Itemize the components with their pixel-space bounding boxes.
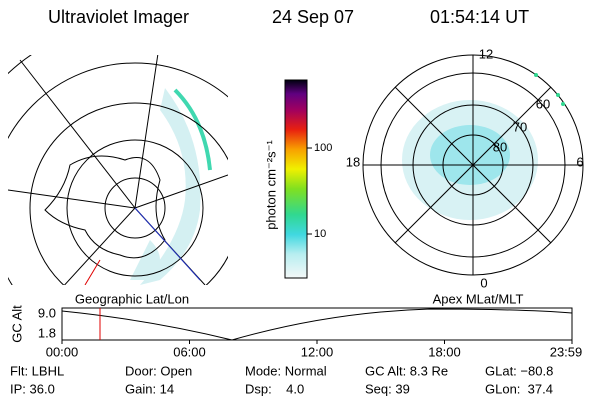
mlt-label: 6 [576,154,583,169]
altitude-plot [61,307,573,341]
x-tick-label: 00:00 [46,344,79,359]
info-field: Seq: 39 [365,381,410,396]
info-field: Flt: LBHL [10,363,64,378]
x-tick-label: 18:00 [428,344,461,359]
y-tick-label: 9.0 [38,305,56,320]
panel-label: Geographic Lat/Lon [75,291,189,306]
instrument: Ultraviolet Imager [48,7,189,27]
colorbar-label: photon cm⁻²s⁻¹ [263,140,278,230]
mlat-label: 70 [513,119,527,134]
info-field: Dsp: 4.0 [245,381,304,396]
info-field: Door: Open [125,363,192,378]
mlt-label: 0 [480,275,487,290]
mlt-label: 12 [479,46,493,61]
altitude-axis-label: GC Alt [9,305,24,343]
mlt-label: 18 [346,154,360,169]
mlat-label: 80 [493,139,507,154]
mlat-label: 60 [536,96,550,111]
info-field: Mode: Normal [245,363,327,378]
panel-label: Apex MLat/MLT [433,291,524,306]
info-field: GC Alt: 8.3 Re [365,363,448,378]
date: 24 Sep 07 [272,7,354,27]
polar-plot [362,54,584,276]
info-field: IP: 36.0 [10,381,55,396]
x-tick-label: 23:59 [550,344,583,359]
y-tick-label: 1.8 [38,325,56,340]
altitude-curve [61,308,573,341]
x-tick-label: 12:00 [301,344,334,359]
time: 01:54:14 UT [430,7,529,27]
info-field: GLat: −80.8 [485,363,553,378]
colorbar [284,79,308,279]
geographic-map [8,55,228,285]
info-field: GLon: 37.4 [485,381,553,396]
colorbar-tick-label: 100 [314,142,332,154]
x-tick-label: 06:00 [173,344,206,359]
info-field: Gain: 14 [125,381,174,396]
colorbar-tick-label: 10 [314,228,326,240]
